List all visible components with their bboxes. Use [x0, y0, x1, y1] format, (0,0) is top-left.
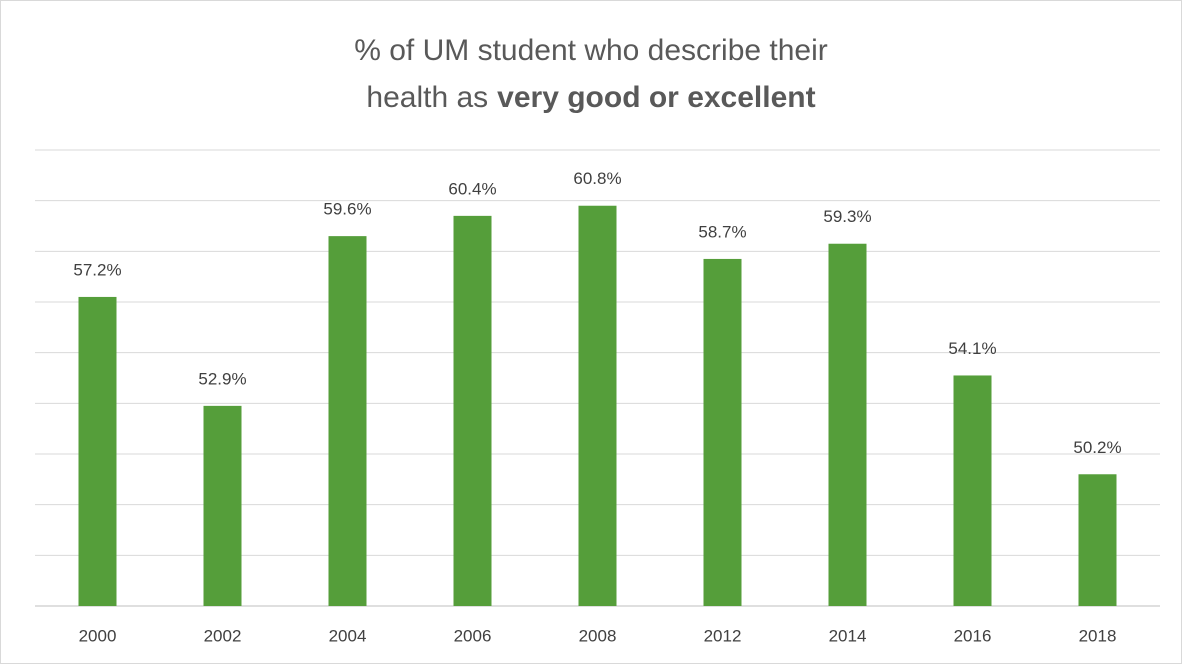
data-label: 50.2%: [1073, 438, 1121, 457]
data-label: 52.9%: [198, 369, 246, 388]
bar: [1078, 474, 1117, 606]
bar: [78, 296, 117, 606]
x-tick-label: 2012: [704, 626, 742, 645]
bar: [953, 375, 992, 606]
title-text: health as: [366, 81, 488, 114]
chart-title: health as very good or excellent: [366, 81, 815, 114]
x-tick-label: 2000: [79, 626, 117, 645]
bar: [328, 236, 367, 606]
data-label: 60.4%: [448, 179, 496, 198]
data-label: 59.3%: [823, 207, 871, 226]
bar: [578, 205, 617, 606]
chart-title: % of UM student who describe their: [354, 34, 828, 67]
x-tick-label: 2008: [579, 626, 617, 645]
data-label: 60.8%: [573, 169, 621, 188]
data-label: 54.1%: [948, 339, 996, 358]
bar: [828, 243, 867, 606]
data-label: 59.6%: [323, 200, 371, 219]
x-tick-label: 2006: [454, 626, 492, 645]
bar: [453, 215, 492, 606]
x-tick-label: 2018: [1079, 626, 1117, 645]
x-tick-label: 2002: [204, 626, 242, 645]
data-label: 57.2%: [73, 260, 121, 279]
data-label: 58.7%: [698, 222, 746, 241]
x-tick-label: 2016: [954, 626, 992, 645]
bar: [203, 405, 242, 606]
x-tick-label: 2014: [829, 626, 867, 645]
x-tick-label: 2004: [329, 626, 367, 645]
bar: [703, 258, 742, 606]
title-bold: very good or excellent: [497, 81, 815, 114]
